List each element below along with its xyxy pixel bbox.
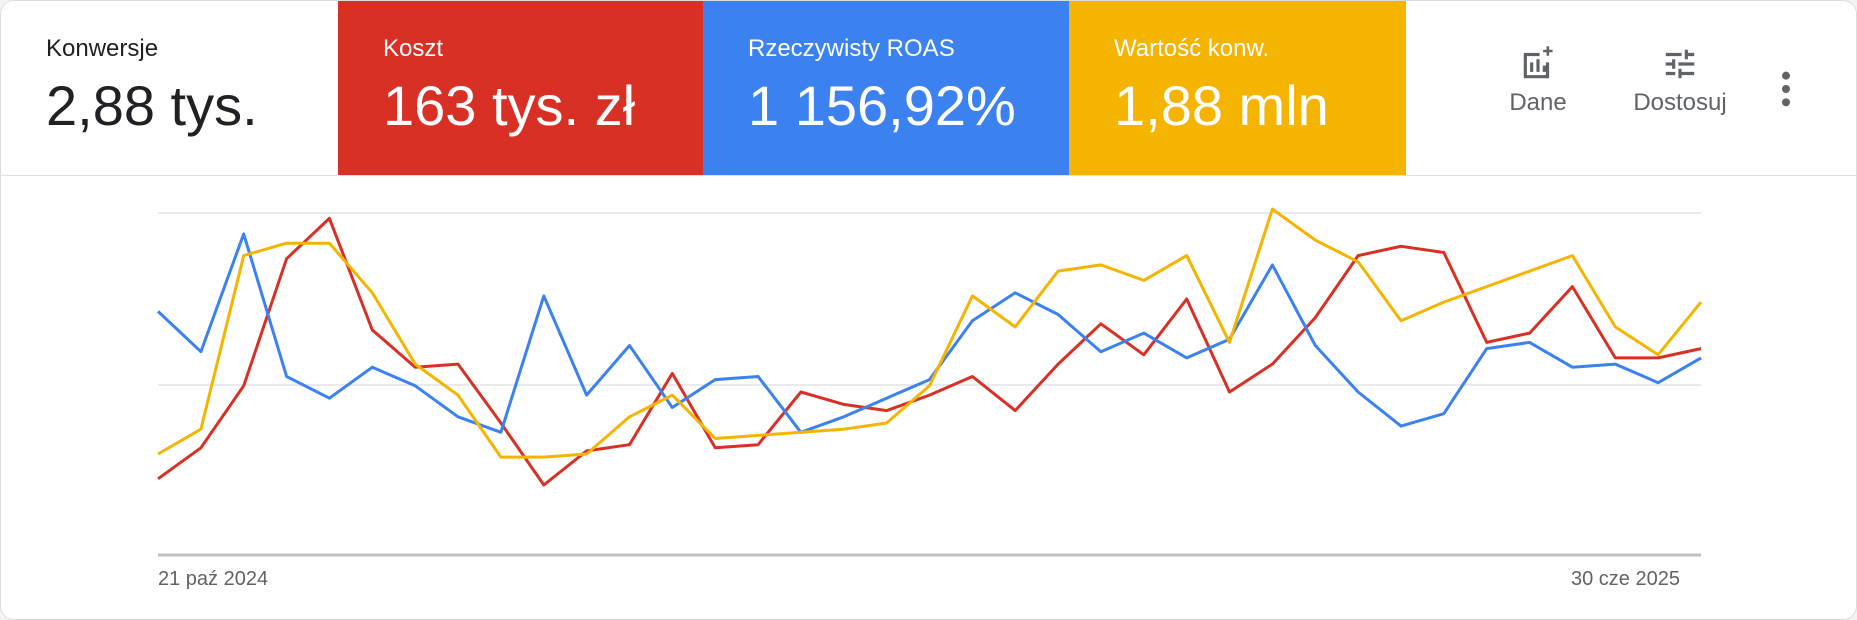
series-line-0 <box>157 216 1702 487</box>
metric-label: Konwersje <box>46 35 159 62</box>
metric-tile-koszt[interactable]: Koszt 163 tys. zł <box>338 1 703 175</box>
metric-tile-wartosc-konw[interactable]: Wartość konw. 1,88 mln <box>1069 1 1406 175</box>
metric-value: 2,88 tys. <box>46 74 258 137</box>
dane-button[interactable]: Dane <box>1498 45 1578 117</box>
dostosuj-label: Dostosuj <box>1633 89 1727 116</box>
dane-label: Dane <box>1509 89 1567 116</box>
more-options-button[interactable] <box>1771 69 1801 116</box>
chart-actions: Dane Dostosuj <box>1406 1 1856 175</box>
x-axis-end-label: 30 cze 2025 <box>1571 568 1680 590</box>
series-line-2 <box>157 207 1703 459</box>
x-axis-start-label: 21 paź 2024 <box>158 568 269 590</box>
series-line-1 <box>156 232 1702 434</box>
metric-value: 1,88 mln <box>1114 74 1329 137</box>
line-chart: 21 paź 2024 30 cze 2025 <box>1 176 1856 619</box>
metric-label: Rzeczywisty ROAS <box>748 35 955 62</box>
more-vert-icon <box>1782 71 1790 107</box>
metric-tile-roas[interactable]: Rzeczywisty ROAS 1 156,92% <box>703 1 1069 175</box>
tune-sliders-icon <box>1665 49 1695 79</box>
metric-label: Koszt <box>383 35 444 62</box>
add-chart-icon <box>1523 46 1553 79</box>
dostosuj-button[interactable]: Dostosuj <box>1620 45 1740 117</box>
metric-tile-konwersje[interactable]: Konwersje 2,88 tys. <box>1 1 338 175</box>
chart-plot <box>156 207 1703 557</box>
metrics-header: Konwersje 2,88 tys. Koszt 163 tys. zł Rz… <box>1 1 1856 176</box>
metric-value: 163 tys. zł <box>383 74 636 137</box>
metric-label: Wartość konw. <box>1114 35 1270 62</box>
metric-value: 1 156,92% <box>748 74 1016 137</box>
